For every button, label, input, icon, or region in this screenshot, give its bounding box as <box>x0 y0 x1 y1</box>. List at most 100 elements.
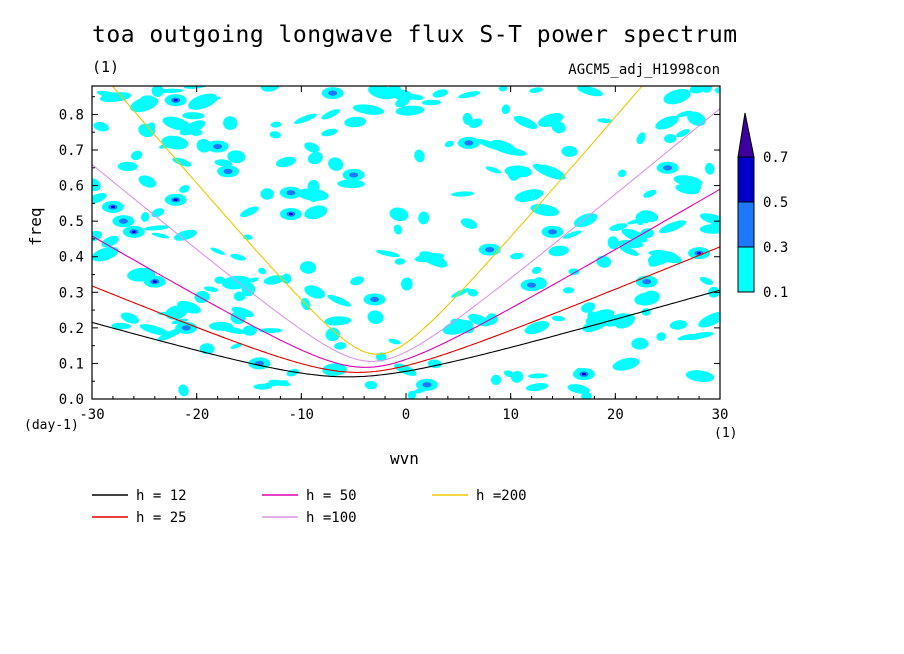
contour-patch <box>498 86 508 92</box>
contour-patch <box>111 322 132 330</box>
contour-patch <box>561 145 578 157</box>
contour-patch <box>528 373 548 379</box>
contour-blob-core <box>349 172 359 178</box>
contour-patch <box>510 371 524 383</box>
contour-blob-core <box>328 90 338 96</box>
contour-patch <box>350 276 365 286</box>
contour-blob-core <box>581 372 586 376</box>
contour-patch <box>562 230 582 239</box>
contour-blob-core <box>223 168 233 174</box>
contour-patch <box>699 223 720 234</box>
contour-patch <box>676 129 690 138</box>
x-tick-label: 0 <box>402 407 410 423</box>
contour-blob-core <box>118 218 128 224</box>
y-tick-label: 0.4 <box>59 250 84 266</box>
contour-patch <box>275 156 297 168</box>
contour-patch <box>388 338 401 345</box>
contour-patch <box>165 305 188 320</box>
contour-patch <box>597 118 613 124</box>
contour-patch <box>699 276 714 285</box>
contour-patch <box>178 384 189 397</box>
contour-patch <box>304 285 326 299</box>
contour-patch <box>321 128 338 137</box>
contour-patch <box>260 188 275 200</box>
contour-patch <box>504 165 532 178</box>
y-tick-label: 0.2 <box>59 321 84 337</box>
contour-patch <box>663 88 691 105</box>
contour-patch <box>607 236 619 250</box>
contour-patch <box>673 175 703 187</box>
axes: -30 -20 -10 0 10 20 30 0.0 0.1 0.2 0.3 0.4 0.5 0.6 0.7… <box>59 86 729 423</box>
contour-patch <box>304 205 328 220</box>
y-tick-label: 0.6 <box>59 179 84 195</box>
curve-h200 <box>111 86 643 355</box>
contour-patch <box>659 220 687 234</box>
contour-patch <box>120 312 140 324</box>
x-tick-label: 10 <box>502 407 519 423</box>
x-tick-label: -10 <box>289 407 314 423</box>
dispersion-curves <box>92 86 720 378</box>
contour-patch <box>685 370 715 383</box>
contour-patch <box>450 318 474 334</box>
contour-patch <box>139 324 169 336</box>
x-tick-label: 20 <box>607 407 624 423</box>
colorbar-label: 0.1 <box>763 285 788 301</box>
contour-patch <box>233 291 246 302</box>
contour-patch <box>300 261 317 274</box>
contour-patch <box>321 109 341 120</box>
contour-patch <box>605 313 628 327</box>
contour-patch <box>451 191 475 197</box>
chart-title: toa outgoing longwave flux S-T power spe… <box>92 22 738 48</box>
x-tick-label: -30 <box>79 407 104 423</box>
contour-patch <box>687 111 706 126</box>
contour-patch <box>389 207 409 222</box>
contour-patch <box>616 239 644 249</box>
contour-patch <box>230 253 246 261</box>
contour-patch <box>714 87 720 94</box>
contour-patch <box>270 121 282 128</box>
colorbar: 0.1 0.3 0.5 0.7 <box>737 112 788 301</box>
contour-patch <box>193 96 221 108</box>
contour-patch <box>621 228 648 243</box>
contour-patch <box>214 159 233 167</box>
contour-patch <box>161 135 189 150</box>
contour-patch <box>669 320 688 330</box>
colorbar-segment <box>737 201 755 248</box>
colorbar-arrow <box>737 112 755 158</box>
contour-patch <box>418 211 430 225</box>
contour-patch <box>179 120 206 136</box>
contour-patch <box>337 179 365 189</box>
contour-patch <box>451 288 470 298</box>
contour-blob-core <box>370 296 380 303</box>
contour-patch <box>117 161 138 172</box>
legend: h = 12 h = 25 h = 50 h =100 h =200 <box>92 488 527 526</box>
curve-h50 <box>92 188 720 368</box>
contour-patch <box>432 89 449 98</box>
contour-patch <box>524 321 550 335</box>
legend-label: h = 12 <box>136 488 187 504</box>
contour-patch <box>551 315 565 322</box>
contour-patch <box>223 116 238 131</box>
contour-patch <box>151 232 170 239</box>
contour-patch <box>414 149 425 163</box>
contour-patch <box>548 245 569 257</box>
contour-patch <box>173 229 198 241</box>
contour-patch <box>612 357 640 371</box>
x-tick-label: 30 <box>712 407 729 423</box>
contour-patch <box>655 115 679 130</box>
contour-patch <box>495 146 527 156</box>
contour-patch <box>531 266 542 274</box>
y-tick-label: 0.8 <box>59 107 84 123</box>
contour-patch <box>427 359 442 369</box>
contour-patch <box>162 116 191 131</box>
contour-patch <box>581 302 596 313</box>
contour-patch <box>617 169 627 178</box>
contour-blob-core <box>527 282 537 288</box>
contour-patch <box>573 213 598 228</box>
contour-patch <box>131 150 143 161</box>
contour-patch <box>567 384 590 394</box>
contour-patch <box>538 113 564 127</box>
contour-patch <box>376 250 400 258</box>
contour-patch <box>462 112 473 126</box>
